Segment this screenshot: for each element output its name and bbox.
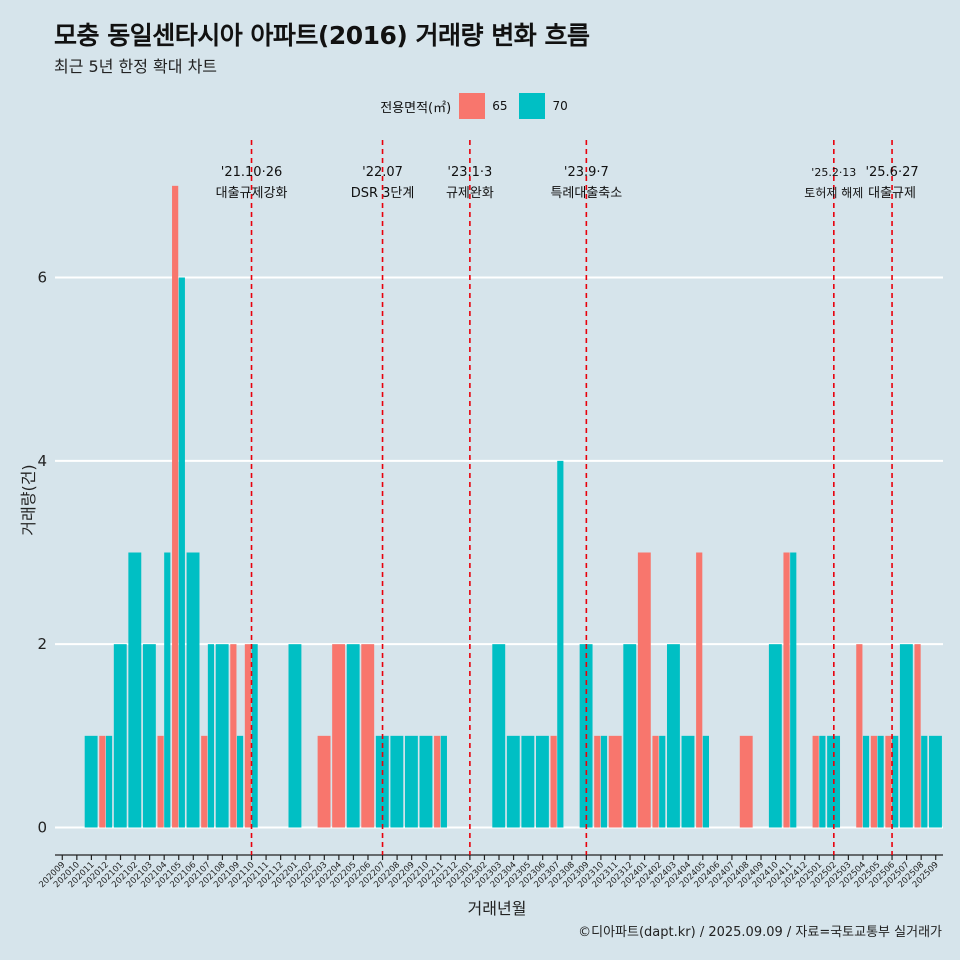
bar-202405-65	[696, 552, 703, 828]
bar-202504-70	[862, 735, 870, 828]
bar-202312-70	[623, 644, 637, 828]
bar-202012-65	[99, 735, 106, 828]
bar-202501-70	[819, 735, 826, 828]
bar-202408-65	[739, 735, 753, 828]
annotation-label: 대출규제	[868, 186, 916, 201]
annotation-label: DSR 3단계	[351, 186, 415, 201]
bar-202306-70	[535, 735, 549, 828]
bar-202402-70	[659, 735, 666, 828]
bar-202011-70	[84, 735, 98, 828]
bar-202504-65	[856, 644, 863, 828]
legend-label-65: 65	[492, 99, 508, 113]
legend-label-70: 70	[552, 99, 568, 113]
annotation-date: '25.2·13	[811, 166, 856, 179]
bar-202107-65	[201, 735, 208, 828]
y-axis-tick-labels: 0 2 4 6	[37, 269, 47, 837]
bar-202305-70	[521, 735, 535, 828]
y-tick-label: 4	[37, 452, 47, 470]
bar-202208-70	[390, 735, 404, 828]
bar-202506-65	[885, 735, 892, 828]
x-axis: 2020092020102020112020122021012021022021…	[37, 854, 943, 890]
bar-202101-70	[113, 644, 127, 828]
annotation-date: '25.6·27	[865, 165, 918, 180]
bar-202402-65	[652, 735, 659, 828]
bar-202307-65	[550, 735, 557, 828]
legend: 전용면적(㎡) 65 70	[0, 93, 960, 119]
bar-202401-65	[637, 552, 651, 828]
bar-202508-70	[921, 735, 928, 828]
bar-202310-65	[594, 735, 601, 828]
bar-202411-70	[790, 552, 797, 828]
bar-202508-65	[914, 644, 921, 828]
annotation-date: '22.07	[362, 165, 403, 180]
chart-title: 모충 동일센타시아 아파트(2016) 거래량 변화 흐름	[54, 21, 590, 50]
bar-202310-70	[600, 735, 608, 828]
annotations: '21.10·26 대출규제강화 '22.07 DSR 3단계 '23.1·3 규제완화 '…	[216, 140, 919, 855]
bar-202105-70	[178, 277, 185, 828]
bar-202505-70	[877, 735, 884, 828]
bar-202303-70	[492, 644, 506, 828]
y-tick-label: 2	[37, 635, 47, 653]
chart-subtitle: 최근 5년 한정 확대 차트	[54, 57, 218, 76]
legend-key-65	[459, 93, 486, 119]
bar-202501-65	[812, 735, 819, 828]
bar-202106-70	[186, 552, 200, 828]
bar-202201-70	[288, 644, 302, 828]
bar-202205-70	[346, 644, 360, 828]
bar-202104-70	[164, 552, 171, 828]
bar-202211-70	[440, 735, 447, 828]
bar-202203-65	[317, 735, 331, 828]
legend-key-70	[519, 93, 546, 119]
bar-202211-65	[434, 735, 441, 828]
bar-202107-70	[207, 644, 215, 828]
y-tick-label: 0	[37, 819, 47, 837]
y-axis-label: 거래량(건)	[19, 464, 38, 535]
annotation-date: '21.10·26	[221, 165, 282, 180]
x-axis-label: 거래년월	[468, 899, 527, 918]
bar-202209-70	[404, 735, 418, 828]
bar-202505-65	[870, 735, 877, 828]
bar-202307-70	[557, 460, 564, 828]
bar-202404-70	[681, 735, 695, 828]
bar-202104-65	[157, 735, 164, 828]
bar-202403-70	[666, 644, 680, 828]
bar-202304-70	[506, 735, 520, 828]
bar-202206-65	[361, 644, 375, 828]
bars	[84, 185, 942, 828]
bar-202105-65	[172, 185, 179, 828]
caption: ©디아파트(dapt.kr) / 2025.09.09 / 자료=국토교통부 실…	[578, 925, 942, 940]
bar-202109-70	[236, 735, 244, 828]
bar-202110-65	[244, 644, 252, 828]
bar-202210-70	[419, 735, 433, 828]
y-tick-label: 6	[37, 269, 47, 287]
bar-202507-70	[899, 644, 913, 828]
bar-202410-70	[768, 644, 782, 828]
bar-202103-70	[142, 644, 156, 828]
annotation-label: 토허제 해제	[804, 186, 863, 200]
bar-202405-70	[702, 735, 709, 828]
bar-202012-70	[105, 735, 113, 828]
bar-202311-65	[608, 735, 622, 828]
bar-202411-65	[783, 552, 790, 828]
annotation-label: 특례대출축소	[550, 186, 622, 201]
bar-202506-70	[892, 735, 899, 828]
bar-202109-65	[230, 644, 237, 828]
bar-202204-65	[332, 644, 346, 828]
bar-202108-70	[215, 644, 229, 828]
annotation-label: 대출규제강화	[216, 186, 288, 201]
bar-202110-70	[251, 644, 258, 828]
annotation-date: '23.9·7	[564, 165, 609, 180]
legend-title: 전용면적(㎡)	[380, 100, 452, 116]
annotation-label: 규제완화	[446, 186, 494, 201]
bar-202509-70	[929, 735, 942, 828]
bar-202102-70	[128, 552, 142, 828]
annotation-date: '23.1·3	[447, 165, 492, 180]
